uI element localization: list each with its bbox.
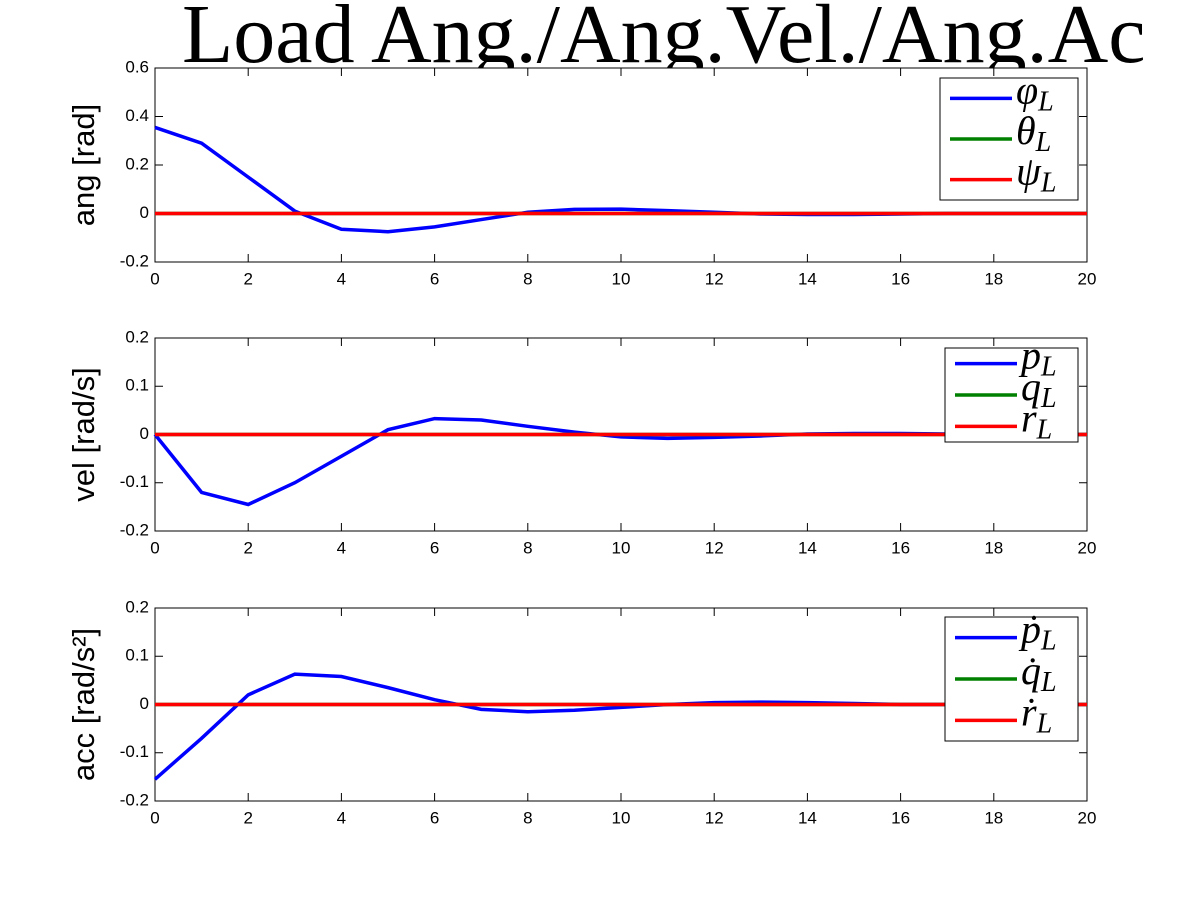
x-tick-label: 14 — [798, 269, 817, 288]
x-tick-label: 12 — [705, 269, 724, 288]
x-tick-label: 20 — [1078, 808, 1097, 827]
x-tick-label: 0 — [150, 808, 159, 827]
x-tick-label: 18 — [984, 269, 1003, 288]
x-tick-label: 18 — [984, 808, 1003, 827]
x-tick-label: 14 — [798, 808, 817, 827]
legend-label: rL — [1021, 396, 1052, 446]
x-tick-label: 10 — [612, 538, 631, 557]
legend-label: ṗL — [1018, 607, 1057, 657]
y-tick-label: -0.2 — [120, 251, 149, 270]
legend-label: ṙL — [1021, 690, 1052, 740]
legend-label: pL — [1018, 333, 1057, 383]
y-tick-label: -0.2 — [120, 520, 149, 539]
legend-label: φL — [1016, 68, 1054, 118]
x-tick-label: 20 — [1078, 538, 1097, 557]
x-tick-label: 18 — [984, 538, 1003, 557]
legend-label: qL — [1021, 364, 1057, 414]
y-axis-label: ang [rad] — [66, 104, 101, 226]
x-tick-label: 10 — [612, 808, 631, 827]
x-tick-label: 16 — [891, 269, 910, 288]
x-tick-label: 4 — [337, 269, 346, 288]
x-tick-label: 6 — [430, 808, 439, 827]
y-axis-label: vel [rad/s] — [66, 367, 101, 501]
x-tick-label: 8 — [523, 808, 532, 827]
legend-label: q̇L — [1021, 648, 1057, 698]
y-tick-label: 0 — [140, 424, 149, 443]
y-tick-label: -0.1 — [120, 742, 149, 761]
x-tick-label: 20 — [1078, 269, 1097, 288]
y-tick-label: 0.1 — [125, 646, 149, 665]
plot-area — [154, 67, 1088, 263]
y-tick-label: 0.4 — [125, 106, 149, 125]
x-tick-label: 12 — [705, 538, 724, 557]
x-tick-label: 2 — [243, 269, 252, 288]
x-tick-label: 0 — [150, 269, 159, 288]
y-tick-label: 0.2 — [125, 327, 149, 346]
x-tick-label: 16 — [891, 808, 910, 827]
y-axis-label: acc [rad/s²] — [66, 628, 101, 781]
x-tick-label: 6 — [430, 269, 439, 288]
x-tick-label: 8 — [523, 538, 532, 557]
x-tick-label: 4 — [337, 808, 346, 827]
legend-label: θL — [1016, 108, 1051, 158]
x-tick-label: 16 — [891, 538, 910, 557]
x-tick-label: 8 — [523, 269, 532, 288]
y-tick-label: 0 — [140, 694, 149, 713]
x-tick-label: 10 — [612, 269, 631, 288]
x-tick-label: 4 — [337, 538, 346, 557]
legend-label: ψL — [1016, 149, 1056, 199]
y-tick-label: -0.2 — [120, 790, 149, 809]
y-tick-label: 0.1 — [125, 376, 149, 395]
x-tick-label: 6 — [430, 538, 439, 557]
x-tick-label: 2 — [243, 808, 252, 827]
x-tick-label: 2 — [243, 538, 252, 557]
y-tick-label: 0 — [140, 203, 149, 222]
x-tick-label: 12 — [705, 808, 724, 827]
y-tick-label: 0.6 — [125, 57, 149, 76]
y-tick-label: 0.2 — [125, 597, 149, 616]
y-tick-label: -0.1 — [120, 472, 149, 491]
y-tick-label: 0.2 — [125, 154, 149, 173]
x-tick-label: 14 — [798, 538, 817, 557]
x-tick-label: 0 — [150, 538, 159, 557]
